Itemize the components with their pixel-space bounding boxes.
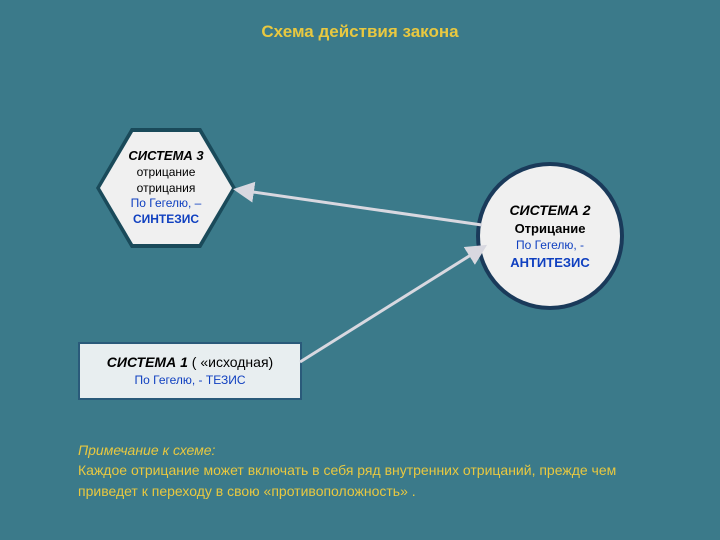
system-3-hegel: По Гегелю, – — [131, 196, 202, 212]
note-block: Примечание к схеме: Каждое отрицание мож… — [78, 440, 658, 501]
system-2-hegel: По Гегелю, - — [516, 237, 584, 253]
system-3-concept: СИНТЕЗИС — [133, 212, 199, 228]
system-3-title: СИСТЕМА 3 — [128, 148, 203, 165]
system-2-concept: АНТИТЕЗИС — [510, 254, 590, 272]
arrow-1 — [300, 248, 482, 362]
system-1-title: СИСТЕМА 1 ( «исходная) — [107, 353, 273, 372]
system-2-title: СИСТЕМА 2 — [509, 201, 590, 220]
diagram-title: Схема действия закона — [0, 22, 720, 42]
system-2-circle: СИСТЕМА 2 Отрицание По Гегелю, - АНТИТЕЗ… — [480, 166, 620, 306]
system-1-hegel: По Гегелю, - ТЕЗИС — [135, 372, 246, 388]
system-3-line2: отрицания — [137, 181, 196, 197]
arrow-2 — [239, 190, 482, 225]
note-title: Примечание к схеме: — [78, 442, 215, 458]
system-2-line1: Отрицание — [515, 220, 586, 238]
system-1-rect: СИСТЕМА 1 ( «исходная) По Гегелю, - ТЕЗИ… — [78, 342, 302, 400]
system-3-line1: отрицание — [137, 165, 196, 181]
note-body: Каждое отрицание может включать в себя р… — [78, 462, 616, 498]
